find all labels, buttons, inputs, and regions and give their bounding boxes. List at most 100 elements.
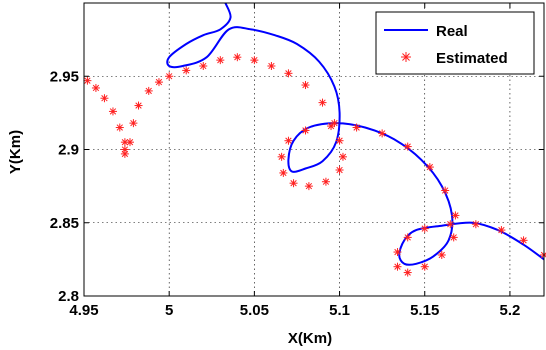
- estimated-point: [403, 233, 412, 242]
- x-tick-label: 5.15: [410, 302, 439, 319]
- estimated-point: [519, 236, 528, 245]
- marker-stroke: [217, 56, 224, 64]
- marker-stroke: [327, 122, 335, 130]
- x-tick-label: 4.95: [69, 302, 98, 319]
- marker-stroke: [280, 169, 287, 177]
- marker-stroke: [452, 212, 459, 219]
- estimated-point: [393, 248, 402, 257]
- estimated-point: [115, 123, 124, 132]
- marker-stroke: [121, 150, 129, 158]
- estimated-point: [403, 268, 412, 277]
- estimated-point: [120, 149, 129, 158]
- estimated-point: [393, 262, 402, 271]
- marker-stroke: [101, 95, 108, 102]
- estimated-point: [449, 233, 458, 242]
- legend-estimated-marker: [401, 52, 411, 62]
- marker-stroke: [155, 78, 163, 86]
- legend-estimated-swatch: [401, 52, 411, 62]
- estimated-point: [403, 142, 412, 151]
- marker-stroke: [183, 67, 190, 74]
- marker-stroke: [166, 73, 173, 80]
- estimated-point: [233, 53, 242, 62]
- marker-stroke: [234, 54, 241, 61]
- estimated-point: [154, 78, 163, 87]
- marker-stroke: [421, 263, 428, 270]
- marker-stroke: [404, 269, 411, 276]
- marker-stroke: [322, 178, 330, 185]
- marker-stroke: [290, 180, 297, 187]
- marker-stroke: [402, 53, 410, 61]
- marker-stroke: [285, 137, 292, 144]
- estimated-point: [91, 83, 100, 92]
- x-tick-label: 5.2: [499, 302, 520, 319]
- estimated-point: [446, 220, 455, 229]
- marker-stroke: [116, 124, 123, 131]
- marker-stroke: [302, 81, 309, 89]
- marker-stroke: [84, 77, 91, 84]
- marker-stroke: [135, 102, 142, 109]
- estimated-point: [497, 226, 506, 235]
- estimated-point: [318, 98, 327, 107]
- marker-stroke: [472, 221, 480, 228]
- estimated-point: [277, 152, 286, 161]
- marker-stroke: [268, 62, 275, 70]
- marker-stroke: [520, 237, 527, 244]
- x-tick-label: 5.1: [329, 302, 350, 319]
- y-tick-label: 2.9: [58, 142, 79, 159]
- estimated-point: [441, 186, 450, 195]
- estimated-point: [126, 138, 134, 147]
- marker-stroke: [130, 119, 137, 127]
- legend: Real Estimated: [375, 11, 535, 75]
- estimated-point: [83, 76, 92, 85]
- estimated-point: [335, 136, 344, 145]
- marker-stroke: [336, 137, 343, 144]
- estimated-point: [165, 72, 174, 81]
- marker-stroke: [200, 62, 207, 70]
- estimated-point: [335, 166, 344, 175]
- estimated-point: [451, 211, 460, 220]
- marker-stroke: [339, 153, 347, 161]
- estimated-point: [216, 56, 225, 65]
- marker-stroke: [126, 138, 134, 146]
- marker-stroke: [421, 225, 428, 232]
- marker-stroke: [109, 108, 117, 115]
- marker-stroke: [404, 143, 411, 150]
- estimated-point: [250, 56, 259, 65]
- estimated-point: [100, 94, 109, 103]
- estimated-point: [471, 220, 480, 229]
- estimated-point: [304, 182, 313, 191]
- estimated-point: [284, 69, 293, 78]
- marker-stroke: [285, 70, 292, 77]
- estimated-point: [284, 136, 293, 145]
- y-axis-label: Y(Km): [7, 130, 24, 174]
- series-line-real: [166, 2, 545, 266]
- legend-box: [375, 11, 535, 75]
- x-tick-label: 5: [165, 302, 173, 319]
- axis-ticks: [83, 3, 544, 297]
- tick-labels: 4.95 5 5.05 5.1 5.15 5.2 2.8 2.85 2.9 2.95: [50, 68, 521, 319]
- marker-stroke: [145, 87, 152, 95]
- estimated-point: [437, 250, 446, 259]
- marker-stroke: [438, 251, 445, 259]
- legend-estimated-label: Estimated: [436, 50, 508, 67]
- estimated-point: [378, 129, 387, 138]
- estimated-point: [267, 61, 276, 70]
- marker-stroke: [394, 263, 401, 270]
- series-real: [166, 2, 545, 266]
- marker-stroke: [251, 56, 258, 64]
- x-axis-label: X(Km): [288, 330, 332, 347]
- estimated-point: [182, 66, 191, 75]
- estimated-point: [289, 179, 298, 188]
- y-tick-label: 2.95: [50, 68, 79, 85]
- estimated-point: [425, 163, 434, 172]
- marker-stroke: [305, 182, 313, 190]
- estimated-point: [144, 86, 153, 95]
- marker-stroke: [498, 226, 505, 234]
- marker-stroke: [394, 248, 401, 256]
- estimated-point: [327, 122, 336, 131]
- marker-stroke: [404, 234, 411, 241]
- marker-stroke: [121, 138, 129, 146]
- estimated-point: [301, 126, 310, 135]
- estimated-point: [301, 81, 310, 90]
